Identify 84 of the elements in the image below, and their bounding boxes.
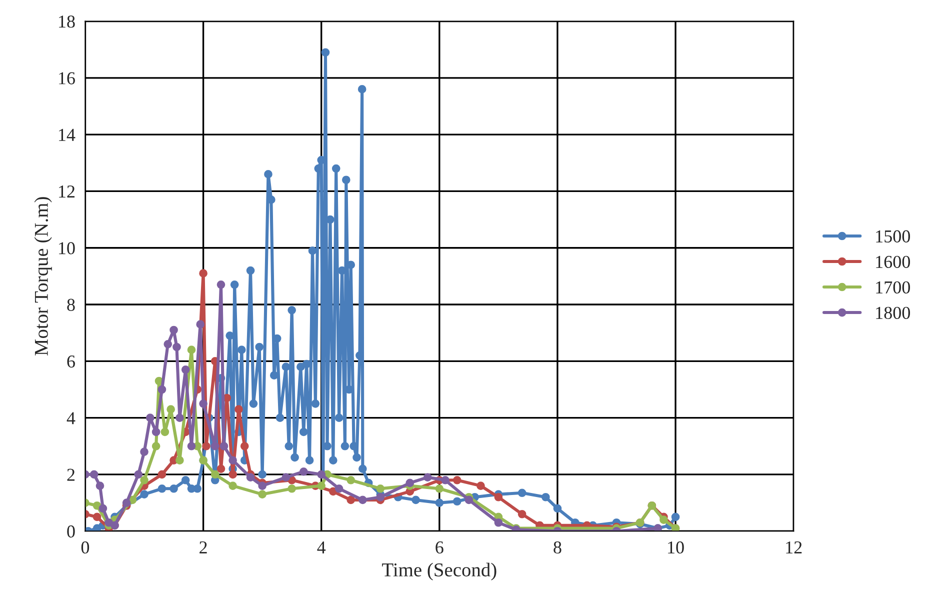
point <box>240 442 249 450</box>
y-axis-title: Motor Torque (N.m) <box>34 197 52 356</box>
point <box>196 320 205 329</box>
x-tick-label: 10 <box>668 541 684 554</box>
point <box>158 470 166 479</box>
point <box>452 476 462 484</box>
legend-label: 1600 <box>876 256 910 268</box>
point <box>258 490 266 498</box>
x-tick-label: 0 <box>81 541 90 554</box>
point <box>288 484 296 493</box>
point <box>170 326 178 334</box>
point <box>140 448 148 456</box>
point <box>435 484 444 493</box>
point <box>494 518 503 527</box>
point <box>164 340 172 348</box>
point <box>518 510 526 518</box>
point <box>90 470 98 479</box>
point <box>423 473 432 482</box>
point <box>228 470 237 479</box>
point <box>172 342 181 352</box>
point <box>176 456 184 464</box>
point <box>210 442 220 450</box>
y-tick-label: 10 <box>59 242 75 254</box>
legend-label: 1700 <box>876 281 910 294</box>
point <box>210 470 220 479</box>
point <box>317 482 326 490</box>
point <box>228 456 237 464</box>
point <box>228 482 237 490</box>
point <box>166 405 175 414</box>
point <box>406 478 414 488</box>
point <box>282 473 290 482</box>
y-tick-label: 18 <box>59 16 75 28</box>
point <box>92 501 102 510</box>
point <box>660 516 668 524</box>
point <box>152 442 160 450</box>
point <box>187 346 196 354</box>
point <box>476 482 485 490</box>
x-tick-label: 12 <box>786 541 802 554</box>
point <box>376 484 385 493</box>
point <box>98 504 108 513</box>
y-tick-label: 14 <box>59 128 76 141</box>
point <box>152 428 160 436</box>
point <box>441 476 450 484</box>
point <box>346 476 356 484</box>
y-tick-label: 0 <box>67 525 75 538</box>
y-tick-label: 8 <box>67 298 75 311</box>
point <box>160 428 170 436</box>
legend-label: 1500 <box>876 230 910 242</box>
point <box>146 414 154 422</box>
point <box>199 399 208 408</box>
point <box>216 280 226 289</box>
y-tick-label: 2 <box>67 468 75 481</box>
y-tick-label: 12 <box>59 186 75 198</box>
point <box>181 365 190 374</box>
y-tick-label: 4 <box>66 412 76 424</box>
x-tick-label: 2 <box>200 541 207 554</box>
point <box>96 482 104 490</box>
point <box>202 442 210 450</box>
x-tick-label: 8 <box>554 541 562 554</box>
y-tick-label: 16 <box>59 72 75 84</box>
point <box>258 482 266 490</box>
point <box>158 385 166 394</box>
point <box>376 492 385 502</box>
legend-label: 1800 <box>876 306 910 320</box>
point <box>187 442 196 450</box>
y-tick-label: 6 <box>67 355 75 368</box>
point <box>494 492 503 502</box>
point <box>92 512 102 522</box>
x-tick-label: 6 <box>436 541 444 554</box>
point <box>464 496 474 504</box>
point <box>216 464 226 473</box>
point <box>299 467 308 476</box>
point <box>134 470 143 479</box>
point <box>234 405 243 414</box>
x-tick-label: 4 <box>317 541 326 554</box>
point <box>176 414 184 422</box>
point <box>199 269 208 278</box>
point <box>246 473 255 482</box>
point <box>346 496 356 504</box>
point <box>358 496 367 504</box>
point <box>140 476 148 484</box>
point <box>334 484 344 493</box>
x-axis-title: Time (Second) <box>382 562 496 580</box>
point <box>122 498 131 507</box>
